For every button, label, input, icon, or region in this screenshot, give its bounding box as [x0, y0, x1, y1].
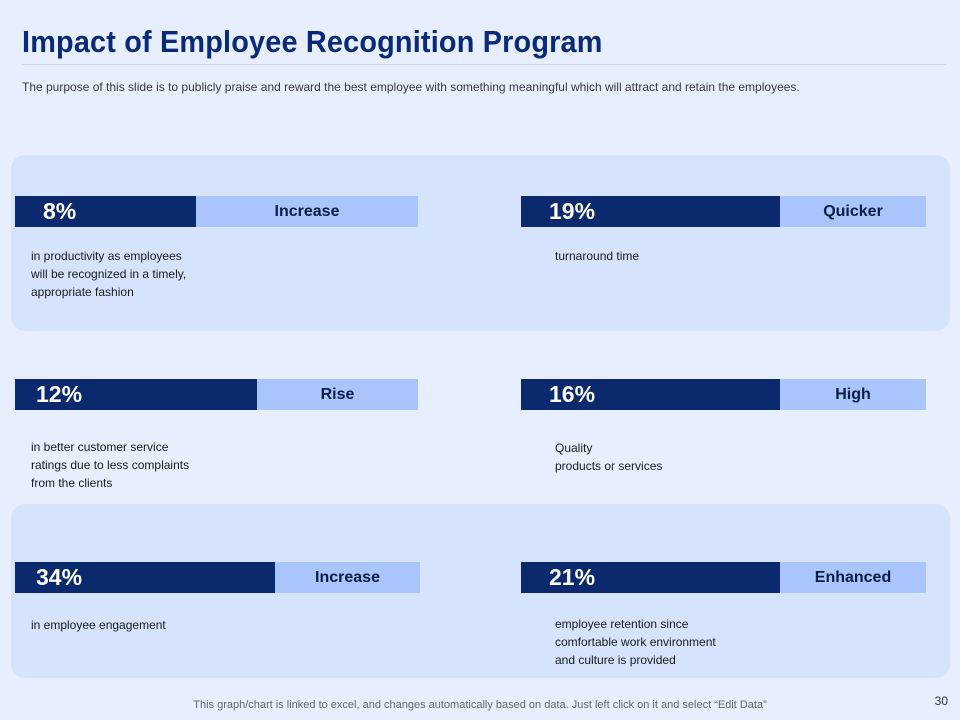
metric-value: 19%	[521, 196, 780, 227]
metric-description: turnaround time	[555, 249, 640, 263]
metric-bar-retention: 21% Enhanced	[521, 562, 926, 593]
metric-bar-quality: 16% High	[521, 379, 926, 410]
page-subtitle: The purpose of this slide is to publicly…	[22, 80, 800, 94]
row-band-top	[11, 155, 950, 331]
metric-label: High	[780, 379, 926, 410]
page-title: Impact of Employee Recognition Program	[22, 24, 603, 59]
metric-label: Enhanced	[780, 562, 926, 593]
metric-bar-productivity: 8% Increase	[15, 196, 418, 227]
metric-value: 8%	[15, 196, 196, 227]
metric-bar-turnaround: 19% Quicker	[521, 196, 926, 227]
metric-description: in productivity as employees will be rec…	[31, 249, 187, 299]
metric-label: Rise	[257, 379, 418, 410]
metric-description: Quality products or services	[555, 441, 663, 473]
metric-description: in better customer service ratings due t…	[31, 440, 190, 490]
title-divider	[22, 64, 946, 65]
metric-label: Increase	[275, 562, 420, 593]
metric-description: in employee engagement	[31, 618, 166, 632]
page-number: 30	[934, 694, 948, 708]
metric-label: Increase	[196, 196, 418, 227]
metric-value: 16%	[521, 379, 780, 410]
metric-value: 21%	[521, 562, 780, 593]
metric-bar-customer-service: 12% Rise	[15, 379, 418, 410]
metric-value: 34%	[15, 562, 275, 593]
metric-label: Quicker	[780, 196, 926, 227]
metric-bar-engagement: 34% Increase	[15, 562, 420, 593]
footer-note: This graph/chart is linked to excel, and…	[193, 699, 767, 711]
metric-description: employee retention since comfortable wor…	[555, 617, 716, 667]
metric-value: 12%	[15, 379, 257, 410]
